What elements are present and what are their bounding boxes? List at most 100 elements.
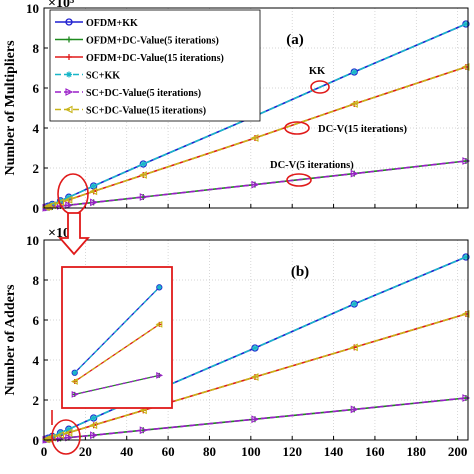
marker-star [57,429,64,436]
annotation-dcv5: DC-V(5 iterations) [270,160,354,171]
marker-triangle-right [90,198,98,207]
inset-series-line [74,286,160,374]
marker-star [251,345,258,351]
marker-triangle-right [139,193,148,201]
x-tick-label: 140 [324,444,344,459]
x-tick-label: 20 [79,444,92,459]
series [41,63,470,212]
y-tick-label: 2 [33,393,40,408]
zoom-region-ellipse [51,419,81,455]
legend-entry: OFDM+KK [86,18,138,29]
y-axis-label: Number of Multipliers [3,40,18,176]
marker-triangle-left [350,100,358,108]
x-tick-label: 100 [241,444,261,459]
marker-star [66,71,72,78]
legend-entry: SC+DC-Value(15 iterations) [86,106,206,117]
marker-star [90,183,97,189]
x-tick-label: 60 [162,444,175,459]
marker-triangle-right [71,391,79,398]
panel-label: (b) [291,264,309,280]
marker-triangle-right [65,433,74,442]
marker-triangle-left [64,195,73,204]
annotation-ellipse [310,80,330,94]
annotations: KK DC-V(15 iterations) DC-V(5 iterations) [51,66,407,455]
marker-star [65,426,72,433]
x-tick-label: 80 [203,444,216,459]
inset-series-line [74,374,160,396]
marker-triangle-left [56,431,65,439]
annotation-dcv15: DC-V(15 iterations) [318,124,407,135]
marker-triangle-left [139,171,147,179]
y-tick-label: 6 [33,313,40,328]
x-tick-label: 0 [41,444,48,459]
marker-triangle-right [90,431,98,440]
marker-triangle-right [350,169,359,178]
y-tick-label: 8 [33,41,40,56]
y-tick-label: 0 [33,433,40,448]
legend-entry: SC+DC-Value(5 iterations) [86,88,201,99]
marker-triangle-left [250,134,259,142]
marker-triangle-left [48,201,56,210]
marker-triangle-right [462,394,471,402]
marker-triangle-right [139,426,148,435]
legend-box [49,9,261,122]
panel-label: (a) [286,32,304,48]
y-tick-label: 4 [33,121,40,136]
marker-star [72,370,78,376]
marker-triangle-right [65,201,74,210]
inset-frame [61,266,173,409]
legend: OFDM+KK OFDM+DC-Value(5 iterations) OFDM+D… [49,9,261,122]
marker-triangle-right [251,180,260,189]
y-tick-label: 8 [33,273,40,288]
marker-star [351,301,358,307]
y-tick-label: 10 [26,233,39,248]
marker-triangle-left [70,378,78,385]
y-tick-label: 0 [33,201,40,216]
marker-plus [66,36,72,43]
marker-triangle-left [89,421,98,430]
annotation-kk: KK [309,66,326,77]
marker-star [90,415,97,421]
marker-star [156,284,162,290]
marker-triangle-right [350,405,359,414]
inset-series-line [74,323,160,383]
marker-triangle-left [64,105,73,114]
marker-star [49,201,56,208]
marker-circle [65,18,73,26]
marker-triangle-left [350,343,358,352]
axes-frame [43,239,469,441]
legend-entry: OFDM+DC-Value(15 iterations) [86,53,224,64]
marker-triangle-left [89,187,98,196]
zoom-inset [61,266,173,409]
axes-frame [43,7,469,209]
scale-label: ×10⁵ [48,0,74,11]
marker-plus [66,54,72,60]
marker-triangle-left [461,310,470,318]
y-tick-label: 2 [33,161,40,176]
marker-triangle-right [65,88,74,96]
y-tick-label: 6 [33,81,40,96]
annotation-ellipse [286,173,312,187]
marker-triangle-right [251,415,260,424]
legend-entry: OFDM+DC-Value(5 iterations) [86,36,219,47]
marker-star [462,21,469,27]
legend-entry: SC+KK [86,71,120,82]
x-tick-label: 160 [365,444,385,459]
down-arrow-icon [58,212,90,256]
y-tick-label: 10 [26,1,39,16]
marker-triangle-right [462,157,471,165]
marker-triangle-left [461,63,470,71]
marker-star [462,254,469,260]
series [41,310,470,444]
x-tick-label: 40 [120,444,133,459]
marker-star [65,194,72,201]
marker-triangle-right [156,371,164,379]
marker-triangle-left [64,428,73,437]
x-tick-label: 120 [282,444,302,459]
marker-triangle-left [250,373,259,381]
annotation-ellipse [284,121,310,135]
y-tick-label: 4 [33,353,40,368]
marker-star [351,69,358,75]
x-tick-label: 180 [407,444,427,459]
